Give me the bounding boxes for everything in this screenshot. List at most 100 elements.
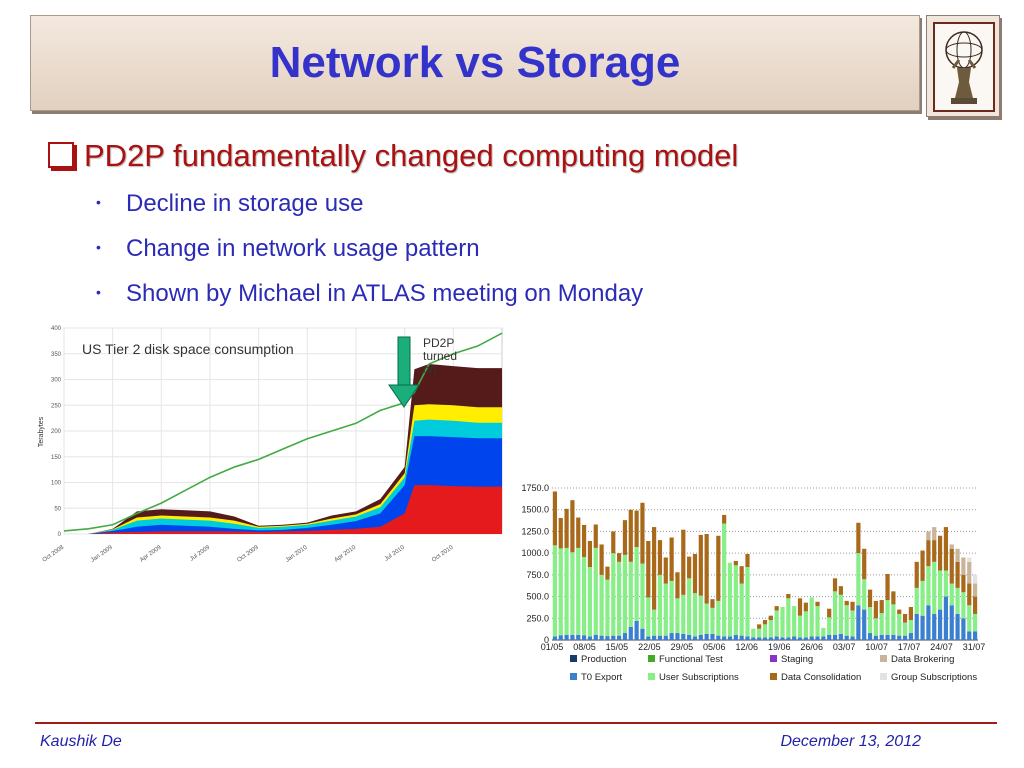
bar-segment [879, 634, 884, 640]
disk-space-chart: 0 50 100 150 200 250 300 350 400 Oct 2008 Jan 200… [38, 326, 503, 564]
bar-segment [786, 598, 791, 638]
bar-segment [646, 597, 651, 637]
bar-segment [687, 634, 692, 640]
bar-segment [926, 566, 931, 606]
bar-segment [768, 615, 773, 621]
bar-segment [652, 527, 657, 610]
bar-segment [914, 561, 919, 588]
bar-segment [879, 613, 884, 635]
bar-segment [599, 574, 604, 636]
bar-segment [867, 606, 873, 634]
bar-segment [576, 517, 581, 548]
bar-segment [949, 544, 954, 549]
bar-segment [897, 635, 902, 640]
bar-segment [967, 631, 972, 640]
bar-segment [850, 636, 855, 640]
bar-segment [838, 633, 843, 640]
bar-segment [926, 605, 931, 640]
legend-swatch [880, 655, 887, 662]
y-tick-label: 50 [54, 506, 61, 512]
bar-segment [786, 637, 791, 640]
area-series [64, 485, 502, 534]
bar-segment [885, 634, 890, 640]
bar-segment [961, 592, 966, 619]
bar-segment [605, 636, 610, 640]
atlas-logo [926, 15, 1000, 117]
bar-segment [967, 605, 972, 632]
bar-segment [792, 606, 797, 637]
bullet-dot-icon: • [96, 194, 101, 210]
legend-label: Group Subscriptions [891, 672, 977, 683]
bar-segment [867, 589, 873, 607]
bar-segment [943, 527, 949, 571]
bar-segment [628, 561, 633, 627]
bar-segment [622, 633, 628, 640]
bar-segment [780, 606, 785, 638]
bar-segment [972, 631, 978, 640]
bar-segment [692, 554, 698, 594]
bar-segment [967, 557, 972, 562]
bar-segment [902, 613, 908, 623]
x-tick-label: 17/07 [898, 642, 921, 652]
bar-segment [955, 613, 960, 640]
bar-segment [821, 627, 826, 637]
bar-segment [920, 580, 925, 616]
legend-swatch [770, 655, 777, 662]
bar-segment [926, 531, 931, 541]
bar-segment [862, 609, 867, 640]
bar-segment [722, 523, 727, 637]
legend-label: Functional Test [659, 654, 723, 665]
legend-swatch [570, 673, 577, 680]
bar-segment [792, 636, 797, 640]
bar-segment [862, 579, 867, 610]
bar-segment [885, 573, 890, 601]
bar-segment [827, 608, 832, 618]
bar-segment [657, 635, 663, 640]
x-tick-label: 22/05 [638, 642, 661, 652]
x-tick-label: 31/07 [963, 642, 986, 652]
bar-segment [675, 572, 680, 599]
bar-segment [739, 635, 744, 640]
bar-segment [891, 604, 896, 635]
y-tick-label: 200 [51, 429, 62, 435]
bar-segment [914, 587, 919, 614]
y-tick-label: 1250.0 [521, 526, 549, 536]
bar-segment [704, 633, 709, 640]
bar-segment [716, 635, 721, 640]
bar-segment [558, 548, 563, 636]
y-tick-label: 250 [51, 403, 62, 409]
bar-segment [716, 535, 721, 601]
bar-segment [593, 547, 598, 635]
bar-segment [587, 540, 593, 568]
bar-segment [745, 636, 750, 640]
bar-segment [640, 628, 645, 640]
bar-segment [663, 557, 668, 584]
legend-swatch [880, 673, 887, 680]
legend-swatch [648, 673, 655, 680]
y-tick-label: 0 [544, 635, 549, 645]
bar-segment [943, 570, 949, 597]
bar-segment [558, 517, 563, 549]
y-tick-label: 300 [51, 378, 62, 384]
bar-segment [687, 556, 692, 579]
y-tick-label: 0 [58, 532, 62, 538]
bar-segment [704, 534, 709, 604]
annotation-line: PD2P [423, 336, 454, 350]
bar-segment [739, 566, 744, 584]
x-tick-label: 19/06 [768, 642, 791, 652]
bar-segment [622, 554, 628, 634]
bar-segment [751, 628, 756, 638]
bar-segment [628, 626, 633, 640]
bar-segment [564, 634, 569, 640]
footer-date: December 13, 2012 [780, 733, 921, 750]
bar-segment [838, 586, 843, 595]
x-tick-label: 10/07 [865, 642, 888, 652]
bar-segment [972, 574, 978, 584]
bar-segment [722, 636, 727, 640]
bar-segment [634, 620, 639, 640]
bar-segment [710, 633, 715, 640]
bar-segment [897, 609, 902, 614]
x-tick-label: Jan 2009 [90, 544, 114, 563]
transfer-chart: 0 250.0 500.0 750.0 1000.0 1250.0 1500.0 1750.0… [508, 470, 1004, 698]
bar-segment [932, 613, 937, 640]
